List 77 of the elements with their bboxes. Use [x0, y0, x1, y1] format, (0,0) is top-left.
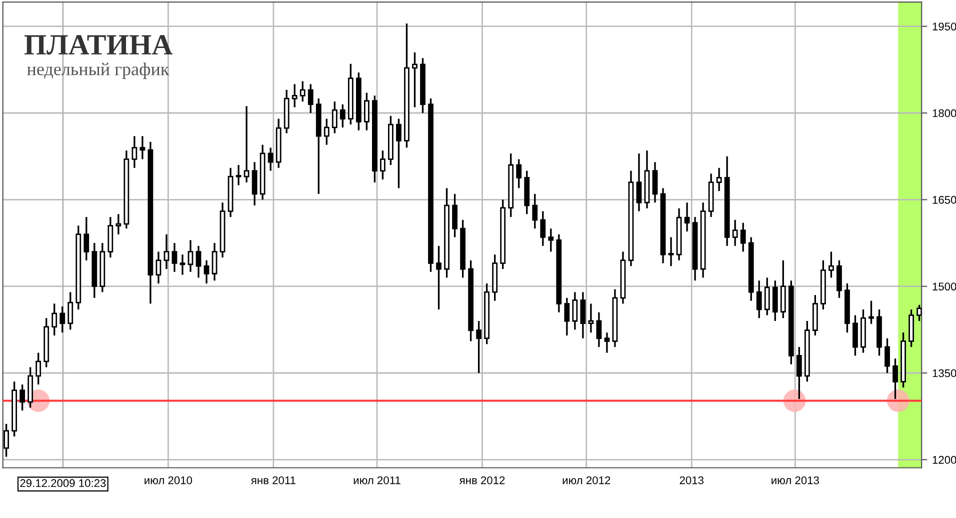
candlestick: [740, 222, 746, 253]
candlestick: [84, 216, 90, 262]
candlestick: [532, 193, 538, 230]
candlestick: [188, 239, 194, 273]
candlestick: [364, 92, 370, 132]
x-tick-label: янв 2012: [459, 476, 505, 484]
candlestick: [292, 83, 298, 108]
candlestick: [116, 213, 122, 236]
y-tick-label: 1650: [932, 196, 956, 204]
candlestick: [380, 150, 386, 180]
candlestick: [596, 312, 602, 348]
text: недельный график: [27, 62, 170, 79]
ref-line-label: 29.12.2009 10:23: [20, 479, 106, 488]
candlestick: [52, 302, 58, 336]
candlestick: [588, 302, 594, 334]
candlestick: [244, 105, 250, 184]
candlestick: [252, 161, 258, 206]
candlestick: [236, 164, 242, 186]
candlestick: [636, 152, 642, 212]
candlestick: [60, 306, 66, 334]
candlestick: [732, 219, 738, 247]
y-tick-label: 1350: [932, 369, 956, 378]
candlestick: [268, 146, 274, 172]
candlestick: [300, 80, 306, 102]
candlestick: [172, 242, 178, 273]
candlestick: [684, 202, 690, 232]
candlestick: [412, 52, 418, 108]
candlestick: [884, 338, 890, 374]
y-tick-label: 1200: [932, 456, 956, 464]
candlestick: [716, 167, 722, 192]
candlestick: [796, 346, 802, 400]
candlestick: [476, 320, 482, 374]
candlestick: [852, 314, 858, 356]
x-tick-label: июл 2010: [144, 476, 192, 484]
candlestick: [604, 332, 610, 354]
candlestick: [436, 245, 442, 310]
candlestick: [452, 193, 458, 238]
y-tick-label: 1950: [932, 22, 956, 30]
x-tick-label: июл 2013: [772, 476, 819, 484]
candlestick: [892, 358, 898, 400]
candlestick: [204, 260, 210, 284]
candlestick: [540, 210, 546, 247]
candlestick: [324, 118, 330, 146]
candlestick: [140, 135, 146, 160]
candlestick: [516, 158, 522, 189]
candlestick: [652, 161, 658, 204]
candlestick: [20, 384, 26, 412]
candlestick: [196, 245, 202, 279]
candlestick: [868, 300, 874, 325]
candlestick: [564, 297, 570, 336]
candlestick: [828, 250, 834, 279]
candlestick: [308, 83, 314, 114]
text: ПЛАТИНА: [24, 35, 173, 55]
x-tick-label: 2013: [680, 476, 704, 484]
candlestick: [36, 352, 42, 386]
candlestick: [668, 236, 674, 267]
candlestick: [916, 304, 922, 322]
x-tick-label: июл 2012: [562, 476, 610, 484]
candlestick: [340, 104, 346, 128]
x-tick-label: янв 2011: [251, 476, 296, 484]
y-tick-label: 1800: [932, 109, 956, 118]
candlestick: [572, 291, 578, 330]
candlestick: [4, 423, 9, 458]
candlestick: [396, 118, 402, 189]
candlestick: [212, 242, 218, 282]
candlestick: [756, 280, 762, 319]
x-tick-label: июл 2011: [354, 476, 400, 484]
candlestick: [132, 135, 138, 169]
candlestick: [180, 254, 186, 276]
candlestick: [332, 100, 338, 134]
candlestick: [764, 276, 770, 316]
y-tick-label: 1500: [932, 282, 956, 290]
candlestick: [580, 291, 586, 340]
candlestick: [548, 228, 554, 253]
candlestick: [68, 291, 74, 330]
candlestick: [156, 250, 162, 284]
candlestick: [164, 234, 170, 270]
